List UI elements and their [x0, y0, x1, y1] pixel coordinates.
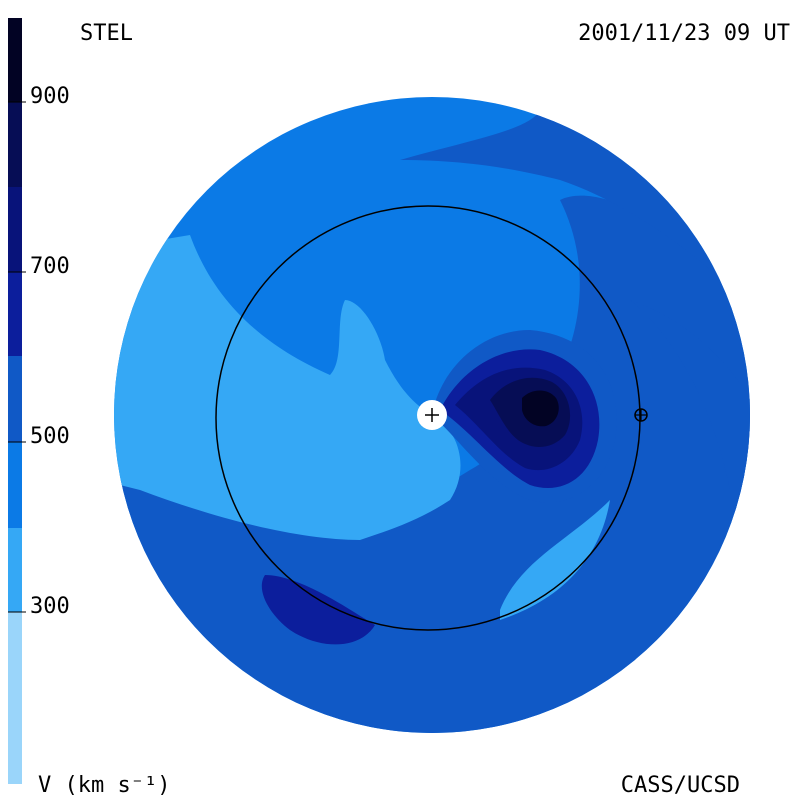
timestamp-label: 2001/11/23 09 UT: [578, 21, 790, 46]
quantity-label: V (km s⁻¹): [38, 773, 170, 798]
colorbar-tick-label-700: 700: [30, 254, 70, 279]
colorbar-band-700-800: [8, 187, 22, 272]
disc-band-900-1000-core: [522, 390, 559, 427]
disc-band-300-400-lower-streak: [500, 500, 610, 620]
colorbar-tick-label-300: 300: [30, 594, 70, 619]
source-label: STEL: [80, 21, 133, 46]
colorbar-band-500-600: [8, 356, 22, 442]
colorbar: 900 700 500 300: [8, 18, 70, 784]
colorbar-tick-label-500: 500: [30, 424, 70, 449]
colorbar-band-800-900: [8, 102, 22, 187]
colorbar-band-600-700: [8, 272, 22, 356]
disc-band-500-600-upper-right: [400, 110, 750, 320]
colorbar-band-900-1000: [8, 18, 22, 102]
disc-band-300-400-tongue: [114, 235, 461, 540]
disc-band-600-700-patch: [261, 575, 375, 645]
disc-band-500-600-lower: [114, 195, 750, 733]
earth-orbit: [215, 205, 641, 631]
colorbar-band-400-500: [8, 442, 22, 528]
earth-circle-plus-icon: [634, 408, 648, 422]
colorbar-band-low: [8, 698, 22, 784]
sun-plus-icon: [417, 400, 447, 430]
colorbar-tick-label-900: 900: [30, 84, 70, 109]
credit-label: CASS/UCSD: [621, 773, 740, 798]
disc-band-500-600-right-streak: [630, 300, 750, 600]
colorbar-band-300-400: [8, 528, 22, 612]
colorbar-band-200-300: [8, 612, 22, 698]
